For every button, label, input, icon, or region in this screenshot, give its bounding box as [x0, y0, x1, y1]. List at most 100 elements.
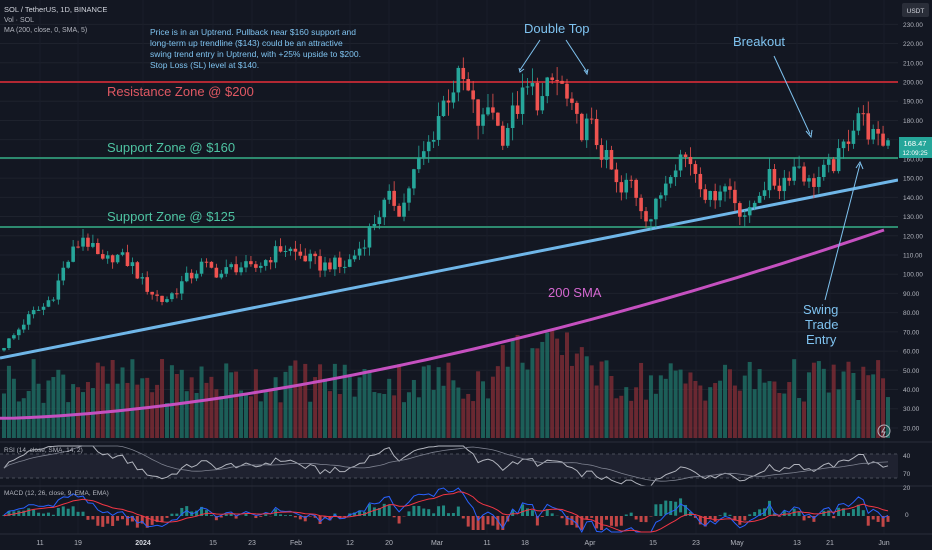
- price-tick-label: 50.00: [903, 368, 920, 375]
- macd-hist-bar: [501, 516, 505, 530]
- time-tick-label: 11: [483, 540, 490, 547]
- candle-body: [239, 267, 243, 273]
- volume-bar: [797, 397, 802, 438]
- macd-hist-bar: [76, 511, 80, 516]
- price-axis-bg: [898, 0, 932, 534]
- macd-hist-bar: [353, 512, 357, 516]
- macd-hist-bar: [703, 516, 707, 527]
- macd-hist-bar: [160, 516, 164, 523]
- candle-body: [115, 254, 120, 263]
- candle-body: [234, 264, 238, 273]
- candle-body: [525, 86, 530, 88]
- candle-body: [624, 179, 629, 193]
- candle-body: [881, 133, 885, 146]
- volume-bar: [95, 362, 100, 438]
- volume-bar: [841, 371, 846, 438]
- support-125-label: Support Zone @ $125: [107, 209, 235, 224]
- macd-hist-bar: [728, 514, 732, 516]
- macd-hist-bar: [397, 516, 401, 524]
- macd-hist-bar: [664, 500, 668, 515]
- candle-body: [757, 195, 762, 203]
- volume-bar: [362, 369, 367, 438]
- candle-body: [56, 280, 61, 300]
- volume-bars: [2, 329, 890, 438]
- volume-bar: [426, 365, 431, 438]
- candle-body: [2, 348, 6, 351]
- macd-hist-bar: [27, 508, 31, 516]
- volume-bar: [772, 381, 777, 438]
- volume-bar: [742, 375, 747, 438]
- candle-body: [861, 113, 866, 115]
- volume-bar: [411, 379, 416, 438]
- volume-bar: [61, 374, 66, 438]
- breakout-label: Breakout: [733, 34, 785, 49]
- candle-body: [165, 299, 169, 302]
- candle-body: [7, 338, 11, 349]
- macd-hist-bar: [600, 516, 604, 530]
- candle-body: [259, 265, 263, 268]
- volume-bar: [614, 398, 619, 438]
- candle-body: [12, 335, 16, 339]
- macd-hist-bar: [481, 516, 485, 530]
- candle-body: [752, 202, 757, 208]
- price-tick-label: 70.00: [903, 329, 920, 336]
- candle-body: [555, 79, 559, 81]
- price-grid: [0, 23, 898, 429]
- currency-badge[interactable]: [902, 3, 929, 17]
- candle-body: [856, 113, 861, 131]
- candle-body: [718, 191, 722, 201]
- price-tick-label: 220.00: [903, 41, 923, 48]
- time-tick-label: 19: [74, 540, 82, 547]
- macd-hist-bar: [200, 506, 204, 516]
- candle-body: [609, 150, 614, 170]
- candle-body: [421, 151, 426, 158]
- candle-body: [184, 272, 189, 282]
- macd-hist-bar: [264, 514, 268, 516]
- macd-hist-bar: [32, 509, 36, 516]
- volume-bar: [609, 376, 614, 438]
- volume-bar: [224, 363, 229, 438]
- candle-body: [629, 179, 633, 181]
- rsi-ma-line: [3, 445, 889, 482]
- volume-bar: [476, 371, 481, 438]
- price-tick-label: 20.00: [903, 425, 920, 432]
- volume-bar: [560, 355, 565, 438]
- candle-body: [515, 105, 520, 114]
- lightning-icon[interactable]: [877, 424, 891, 438]
- macd-hist-bar: [22, 510, 26, 516]
- macd-hist-bar: [318, 516, 322, 524]
- candle-body: [747, 207, 752, 216]
- candle-body: [644, 211, 648, 222]
- volume-bar: [584, 356, 589, 438]
- volume-bar: [337, 394, 342, 438]
- volume-bar: [871, 374, 876, 438]
- macd-hist-bar: [140, 516, 144, 524]
- volume-bar: [737, 390, 742, 438]
- macd-hist-bar: [659, 504, 663, 516]
- macd-hist-bar: [37, 512, 41, 516]
- macd-pane: MACD (12, 26, close, 9, EMA, EMA) 20 0: [0, 485, 932, 534]
- candle-body: [333, 257, 337, 270]
- candle-body: [347, 259, 352, 267]
- volume-bar: [243, 393, 248, 438]
- candle-body: [639, 197, 643, 212]
- macd-hist-bar: [367, 503, 371, 516]
- candle-body: [367, 226, 372, 248]
- volume-bar: [846, 361, 851, 438]
- volume-bar: [579, 347, 584, 438]
- candle-body: [342, 266, 347, 268]
- price-tick-label: 80.00: [903, 310, 920, 317]
- macd-hist-bar: [116, 516, 120, 521]
- candle-body: [589, 118, 594, 120]
- volume-bar: [278, 402, 283, 438]
- macd-hist-bar: [753, 512, 757, 516]
- volume-bar: [555, 338, 560, 438]
- candle-body: [431, 139, 436, 142]
- volume-bar: [160, 359, 165, 438]
- candle-body: [96, 242, 100, 255]
- volume-bar: [490, 376, 495, 438]
- volume-bar: [135, 384, 140, 438]
- candle-body: [446, 100, 451, 103]
- macd-hist-bar: [387, 505, 391, 516]
